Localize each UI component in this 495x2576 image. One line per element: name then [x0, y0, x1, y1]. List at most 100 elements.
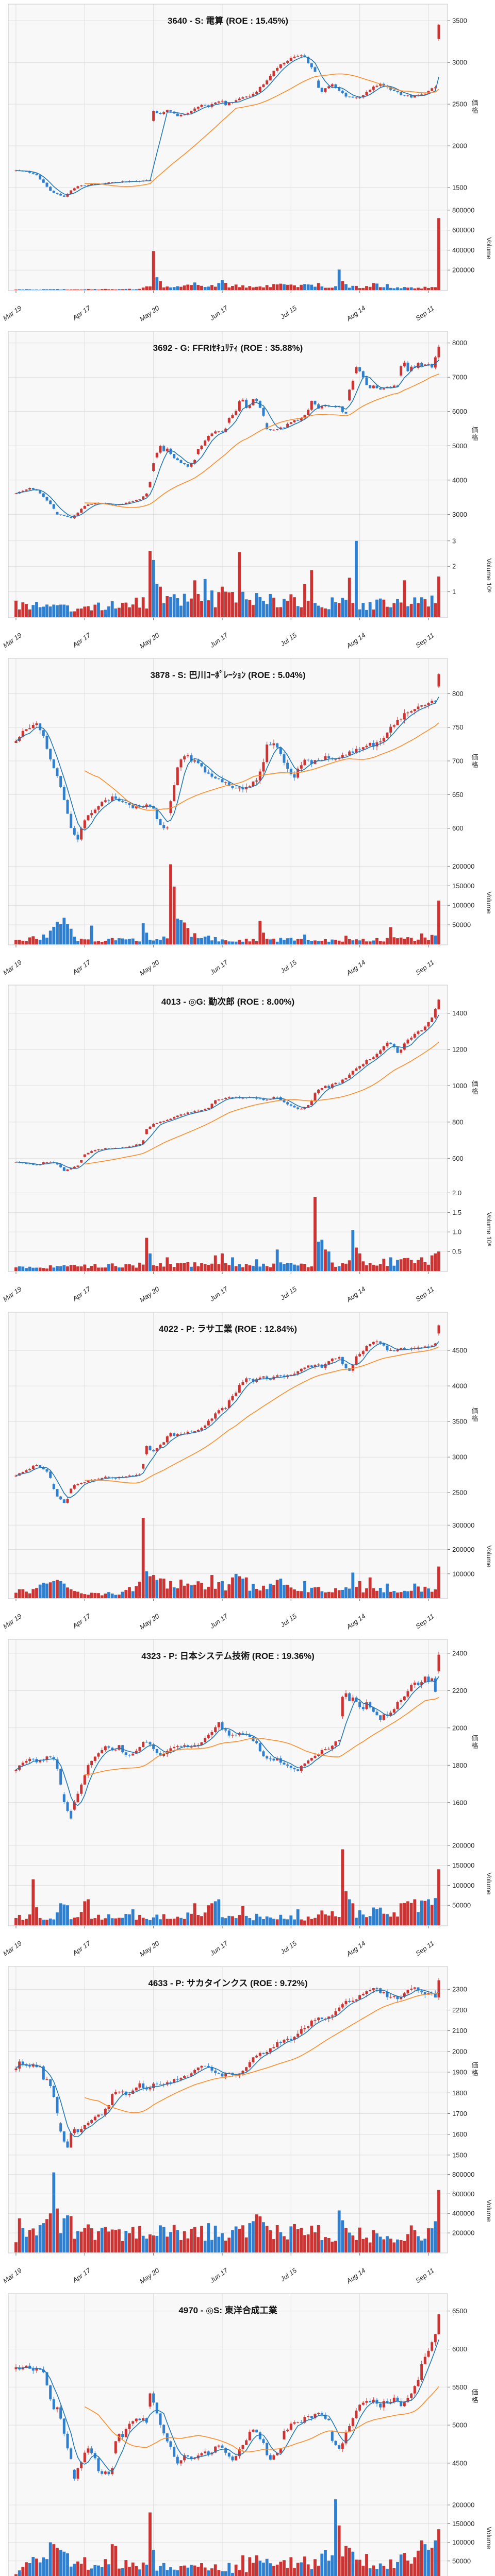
volume-bar — [262, 932, 265, 944]
volume-bar — [221, 2233, 224, 2252]
volume-bar — [128, 1914, 131, 1925]
volume-bar — [403, 2241, 406, 2252]
candle-body — [386, 1992, 389, 1997]
volume-tick-label: 400000 — [452, 246, 474, 254]
candle-body — [142, 2418, 145, 2420]
date-tick-label: Apr 17 — [71, 1612, 92, 1630]
volume-bar — [52, 1581, 56, 1599]
volume-bar — [423, 937, 427, 944]
volume-bar — [18, 939, 21, 944]
candle-body — [386, 2400, 389, 2403]
volume-bar — [241, 941, 244, 944]
volume-bar — [128, 2566, 131, 2576]
candle-body — [52, 1484, 55, 1489]
volume-bar — [289, 594, 293, 617]
volume-bar — [56, 1266, 59, 1272]
volume-bar — [135, 289, 138, 290]
candle-body — [190, 463, 193, 467]
volume-bar — [372, 1588, 375, 1599]
candle-body — [238, 401, 241, 411]
candle-body — [344, 2001, 348, 2004]
volume-bar — [289, 1587, 293, 1599]
volume-bar — [248, 1918, 252, 1925]
volume-bar — [241, 285, 244, 290]
candle-body — [276, 1758, 279, 1761]
ma-fast-line — [15, 56, 439, 195]
candle-body — [14, 1476, 18, 1477]
candle-body — [392, 89, 395, 91]
volume-bar — [66, 1905, 69, 1925]
volume-bar — [413, 1583, 417, 1599]
volume-bar — [90, 2228, 93, 2252]
candle-body — [190, 1747, 193, 1748]
candle-body — [403, 362, 406, 366]
candle-body — [303, 1367, 306, 1369]
candle-body — [286, 1102, 289, 1105]
candle-body — [406, 2397, 409, 2402]
volume-bar — [203, 1589, 207, 1599]
volume-bar — [386, 2236, 389, 2252]
volume-bar — [193, 1903, 196, 1925]
candle-body — [193, 1431, 196, 1432]
volume-bar — [159, 281, 162, 290]
volume-bar — [255, 2555, 258, 2576]
volume-bar — [152, 2549, 155, 2576]
candle-body — [392, 1709, 395, 1713]
price-tick-label: 4000 — [452, 1382, 467, 1390]
candle-body — [76, 186, 79, 189]
volume-bar — [42, 606, 45, 617]
volume-bar — [203, 1264, 207, 1272]
volume-bar — [423, 1262, 427, 1272]
price-tick-label: 1700 — [452, 2110, 467, 2117]
candle-body — [62, 195, 65, 197]
candle-body — [39, 175, 42, 180]
price-tick-label: 2300 — [452, 1985, 467, 1993]
volume-bar — [62, 2218, 66, 2252]
volume-bar — [293, 285, 296, 290]
volume-bar — [66, 605, 69, 617]
volume-bar — [409, 2225, 413, 2252]
date-tick-label: Sep 11 — [414, 1939, 436, 1957]
candle-body — [403, 1696, 406, 1700]
volume-bar — [392, 603, 396, 617]
candle-body — [83, 505, 86, 509]
volume-bar — [351, 285, 355, 290]
candle-body — [255, 92, 258, 94]
candle-body — [382, 388, 385, 389]
volume-bar — [258, 921, 262, 944]
volume-bar — [83, 1594, 87, 1599]
date-tick-label: Mar 19 — [2, 1612, 23, 1630]
volume-bar — [31, 1589, 35, 1599]
candle-body — [420, 1990, 423, 1992]
volume-bar — [73, 1591, 76, 1599]
candle-body — [193, 2070, 196, 2074]
volume-bar — [406, 606, 409, 617]
volume-bar — [386, 938, 389, 944]
volume-bar — [355, 540, 358, 617]
ma-slow-line — [85, 1042, 439, 1165]
volume-bar — [217, 1899, 221, 1925]
candle-body — [296, 1107, 300, 1109]
candle-body — [324, 1749, 327, 1750]
volume-bar — [337, 603, 341, 617]
price-tick-label: 8000 — [452, 339, 467, 347]
candle-body — [379, 1988, 382, 1993]
volume-bar — [35, 2558, 38, 2576]
volume-bar — [324, 2550, 327, 2576]
volume-bar — [166, 286, 169, 290]
volume-bar — [378, 2563, 382, 2576]
candle-body — [21, 731, 24, 737]
volume-bar — [378, 940, 382, 944]
price-tick-label: 6500 — [452, 2307, 467, 2315]
stock-chart-svg-4323: 1600180020002200240050000100000150000200… — [2, 1639, 493, 1958]
volume-bar — [193, 2565, 196, 2576]
candle-body — [431, 1345, 434, 1347]
candle-body — [45, 735, 48, 749]
date-tick-label: Jun 17 — [208, 958, 229, 976]
volume-bar — [331, 939, 334, 944]
candle-body — [314, 2020, 317, 2021]
volume-bar — [97, 2565, 100, 2576]
volume-bar — [286, 1585, 289, 1599]
volume-bar — [234, 2564, 238, 2576]
volume-bar — [430, 1256, 434, 1272]
